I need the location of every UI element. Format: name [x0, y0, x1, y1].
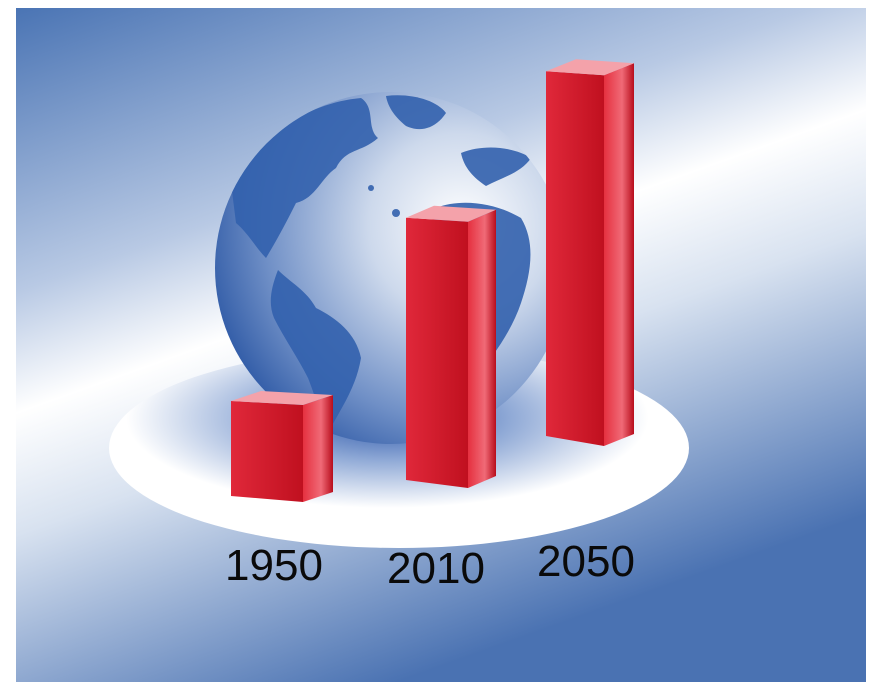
bar-top-2050 — [546, 59, 634, 76]
x-tick-label-2010: 2010 — [387, 544, 485, 593]
bar-side-2050 — [604, 63, 634, 446]
bar-top-1950 — [231, 391, 333, 405]
globe-icon — [215, 92, 567, 444]
bar-front-1950 — [231, 401, 303, 502]
bar-side-1950 — [303, 395, 333, 502]
bar-side-2010 — [468, 209, 496, 489]
bar-2050 — [546, 59, 634, 446]
bar-top-2010 — [406, 205, 496, 222]
bar-front-2010 — [406, 217, 468, 489]
bars-group — [231, 59, 634, 502]
bar-1950 — [231, 391, 333, 502]
bar-chart: 1950 2010 2050 — [16, 8, 866, 682]
chart-frame: 1950 2010 2050 — [16, 8, 866, 682]
x-tick-labels: 1950 2010 2050 — [225, 537, 635, 593]
bar-2010 — [406, 205, 496, 489]
x-tick-label-2050: 2050 — [537, 537, 635, 586]
bar-front-2050 — [546, 71, 604, 446]
x-tick-label-1950: 1950 — [225, 541, 323, 590]
